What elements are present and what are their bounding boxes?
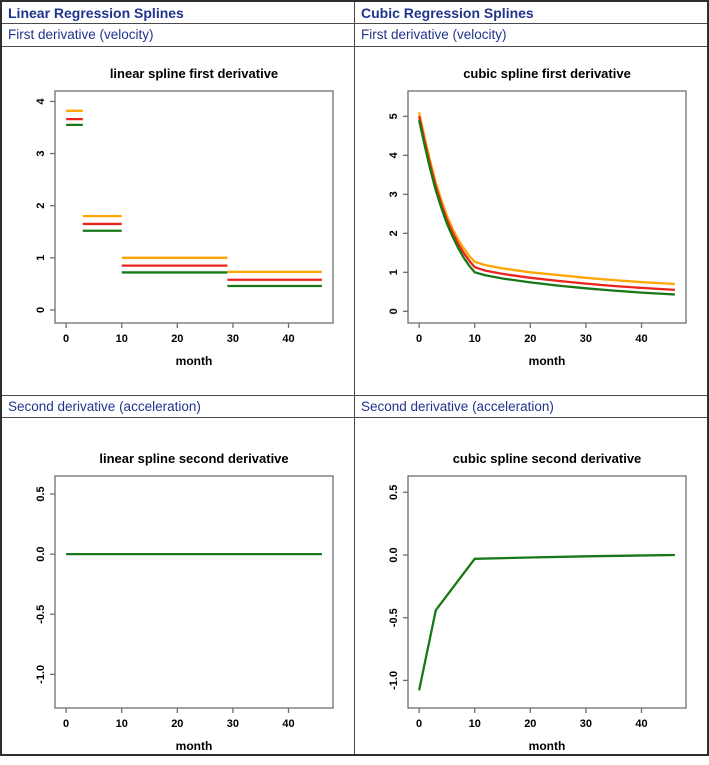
y-axis-tick-label: 0 xyxy=(388,308,400,314)
y-axis-tick-label: -0.5 xyxy=(35,605,47,624)
y-axis-tick-label: 4 xyxy=(35,97,47,104)
series-line-orange xyxy=(417,112,675,286)
chart-title: cubic spline first derivative xyxy=(463,66,631,81)
y-axis-tick-label: -0.5 xyxy=(388,608,400,627)
x-axis-tick-label: 20 xyxy=(524,718,536,730)
subheader-row-second-derivative: Second derivative (acceleration) Second … xyxy=(2,395,707,418)
chart-svg-linear-spline-first-derivative: 0 10 20 30 40 0 1 2 3 4 linear spline first deriva… xyxy=(35,66,334,368)
x-axis-tick-label: 20 xyxy=(171,718,183,730)
x-axis-tick-label: 0 xyxy=(63,718,69,730)
y-axis-tick-label: 2 xyxy=(35,203,47,209)
subheader-row-first-derivative: First derivative (velocity) First deriva… xyxy=(2,24,707,47)
plot-frame xyxy=(407,90,687,324)
y-axis-tick-label: 1 xyxy=(35,255,47,261)
chart-title: linear spline first derivative xyxy=(110,66,278,81)
x-axis-tick-label: 40 xyxy=(282,333,294,345)
x-axis-tick-label: 10 xyxy=(116,718,128,730)
chart-linear-spline-second-derivative: 0 10 20 30 40 -1.0 -0.5 0.0 0.5 linear spline sec… xyxy=(9,442,345,765)
y-axis-tick-label: 5 xyxy=(388,113,400,119)
first-derivative-charts-row: 0 10 20 30 40 0 1 2 3 4 linear spline first deriva… xyxy=(2,47,707,395)
y-axis-tick-label: 3 xyxy=(35,150,47,156)
chart-linear-spline-first-derivative: 0 10 20 30 40 0 1 2 3 4 linear spline first deriva… xyxy=(9,57,345,380)
plot-frame xyxy=(54,475,334,709)
y-axis-tick-label: 0.5 xyxy=(388,485,400,500)
subheader-first-derivative-right: First derivative (velocity) xyxy=(355,24,707,47)
x-axis-tick-label: 0 xyxy=(416,718,422,730)
x-axis-tick-label: 10 xyxy=(116,333,128,345)
y-axis-tick-label: 0.0 xyxy=(35,546,47,561)
x-axis-tick-label: 0 xyxy=(63,333,69,345)
y-axis-tick-label: 0.5 xyxy=(35,486,47,501)
chart-svg-cubic-spline-first-derivative: 0 10 20 30 40 0 1 2 3 4 5 cubic spline first deriva… xyxy=(388,66,687,368)
x-axis-tick-label: 20 xyxy=(524,333,536,345)
x-axis-label: month xyxy=(176,739,213,753)
x-axis-tick-label: 40 xyxy=(635,718,647,730)
x-axis-tick-label: 10 xyxy=(469,333,481,345)
x-axis-label: month xyxy=(529,354,566,368)
chart-cubic-spline-second-derivative: 0 10 20 30 40 -1.0 -0.5 0.0 0.5 cubic spline seco… xyxy=(362,442,698,765)
series-line-darkgreen xyxy=(417,119,675,296)
x-axis-tick-label: 20 xyxy=(171,333,183,345)
chart-cubic-spline-first-derivative: 0 10 20 30 40 0 1 2 3 4 5 cubic spline first deriva… xyxy=(362,57,698,380)
series-line-darkgreen xyxy=(417,553,675,691)
y-axis-tick-label: 0 xyxy=(35,307,47,313)
series-line-red xyxy=(417,116,675,292)
y-axis-tick-label: -1.0 xyxy=(388,671,400,690)
y-axis-tick-label: 0.0 xyxy=(388,547,400,562)
plot-frame xyxy=(407,475,687,709)
x-axis-tick-label: 10 xyxy=(469,718,481,730)
chart-svg-linear-spline-second-derivative: 0 10 20 30 40 -1.0 -0.5 0.0 0.5 linear spline sec… xyxy=(35,451,334,753)
y-axis-tick-label: 1 xyxy=(388,269,400,275)
subheader-first-derivative-left: First derivative (velocity) xyxy=(2,24,355,47)
plot-frame xyxy=(54,90,334,324)
subheader-second-derivative-right: Second derivative (acceleration) xyxy=(355,395,707,418)
y-axis-tick-label: 2 xyxy=(388,230,400,236)
header-linear-regression-splines: Linear Regression Splines xyxy=(2,2,355,24)
chart-cell-linear-first-derivative: 0 10 20 30 40 0 1 2 3 4 linear spline first deriva… xyxy=(2,47,355,395)
x-axis-label: month xyxy=(529,739,566,753)
x-axis-tick-label: 30 xyxy=(580,333,592,345)
chart-cell-linear-second-derivative: 0 10 20 30 40 -1.0 -0.5 0.0 0.5 linear spline sec… xyxy=(2,418,355,754)
chart-title: cubic spline second derivative xyxy=(453,451,642,466)
chart-svg-cubic-spline-second-derivative: 0 10 20 30 40 -1.0 -0.5 0.0 0.5 cubic spline seco… xyxy=(388,451,687,753)
x-axis-tick-label: 40 xyxy=(282,718,294,730)
second-derivative-charts-row: 0 10 20 30 40 -1.0 -0.5 0.0 0.5 linear spline sec… xyxy=(2,418,707,754)
chart-cell-cubic-first-derivative: 0 10 20 30 40 0 1 2 3 4 5 cubic spline first deriva… xyxy=(355,47,707,395)
y-axis-tick-label: 4 xyxy=(388,151,400,158)
chart-title: linear spline second derivative xyxy=(99,451,288,466)
subheader-second-derivative-left: Second derivative (acceleration) xyxy=(2,395,355,418)
chart-cell-cubic-second-derivative: 0 10 20 30 40 -1.0 -0.5 0.0 0.5 cubic spline seco… xyxy=(355,418,707,754)
y-axis-tick-label: -1.0 xyxy=(35,665,47,684)
header-cubic-regression-splines: Cubic Regression Splines xyxy=(355,2,707,24)
x-axis-tick-label: 30 xyxy=(227,333,239,345)
y-axis-tick-label: 3 xyxy=(388,191,400,197)
x-axis-tick-label: 30 xyxy=(227,718,239,730)
title-row: Linear Regression Splines Cubic Regressi… xyxy=(2,2,707,24)
x-axis-label: month xyxy=(176,354,213,368)
x-axis-tick-label: 40 xyxy=(635,333,647,345)
x-axis-tick-label: 30 xyxy=(580,718,592,730)
x-axis-tick-label: 0 xyxy=(416,333,422,345)
